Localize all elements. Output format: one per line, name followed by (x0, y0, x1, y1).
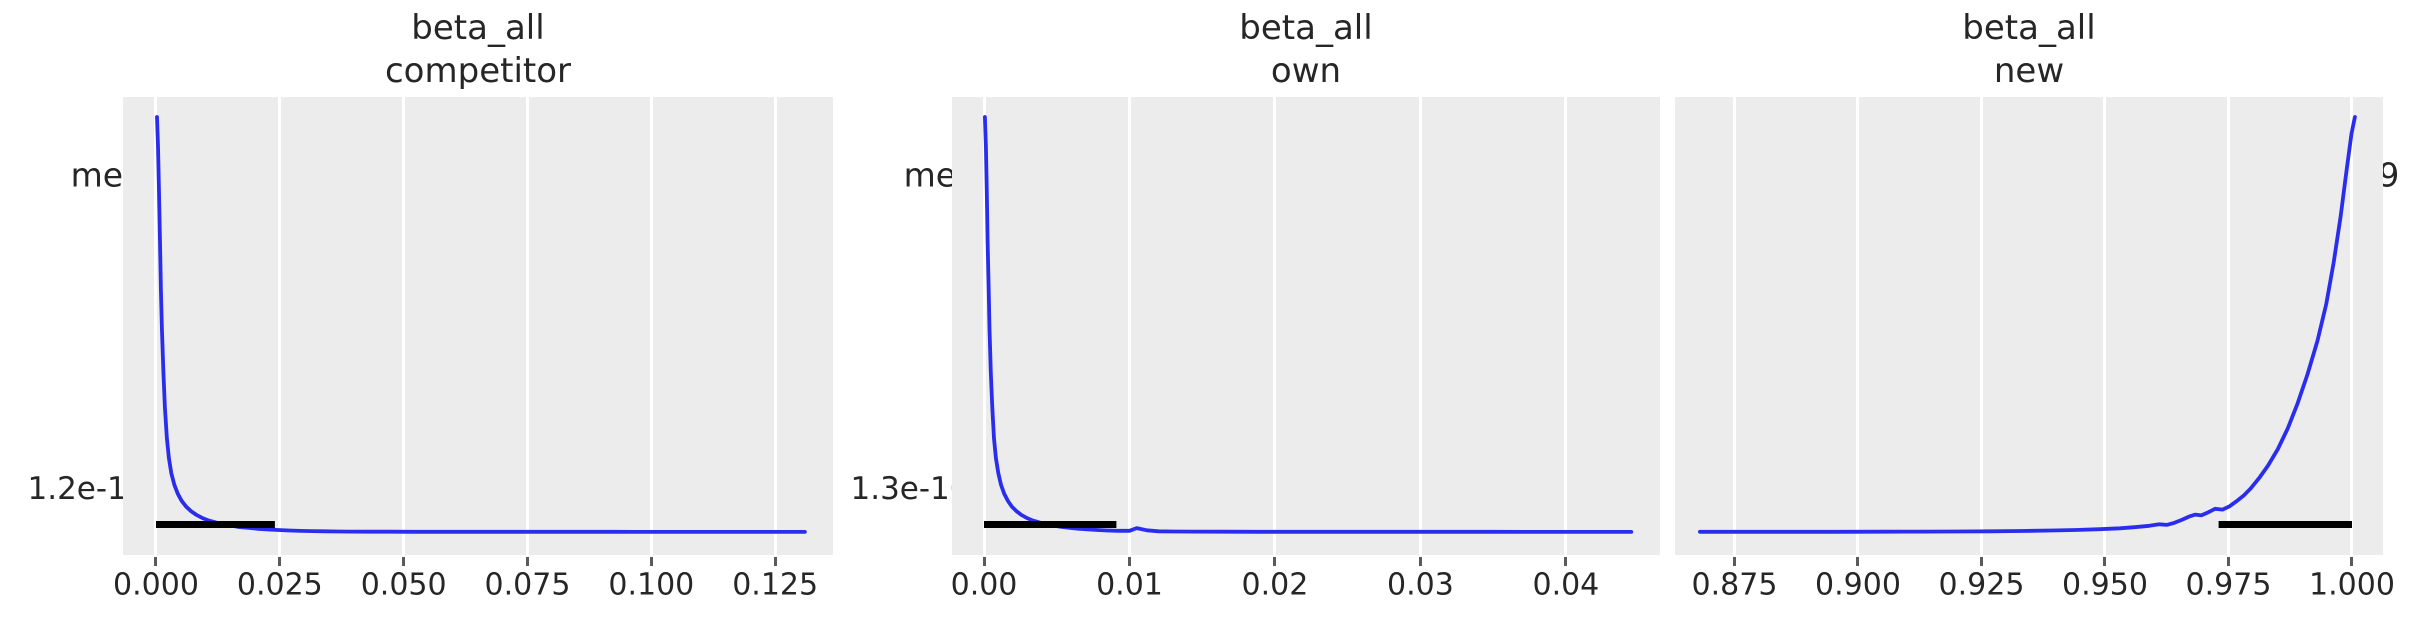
plot-area (952, 97, 1660, 555)
x-tick (154, 557, 158, 566)
x-tick-label: 0.025 (236, 567, 323, 603)
hdi-bar (984, 521, 1117, 528)
kde-svg (1698, 115, 2357, 534)
x-tick-label: 0.075 (484, 567, 571, 603)
x-tick-label: 1.000 (2309, 567, 2395, 603)
x-tick (402, 557, 406, 566)
gridline (982, 97, 986, 555)
gridline (1732, 97, 1736, 555)
x-tick-label: 0.950 (2062, 567, 2148, 603)
x-tick-label: 0.975 (2185, 567, 2272, 603)
gridline (1418, 97, 1422, 555)
x-tick (1418, 557, 1422, 566)
gridline (1127, 97, 1131, 555)
x-tick (649, 557, 653, 566)
x-tick-label: 0.050 (360, 567, 447, 603)
gridline (649, 97, 653, 555)
panel-title: beta_all own (1239, 7, 1372, 93)
x-tick (1273, 557, 1277, 566)
x-tick-label: 0.02 (1241, 567, 1309, 603)
x-tick-label: 0.03 (1387, 567, 1454, 603)
hdi-bar (156, 521, 275, 528)
x-tick-label: 0.000 (113, 567, 199, 603)
x-tick-label: 0.100 (608, 567, 695, 603)
hdi-bar (2218, 521, 2352, 528)
panel-title: beta_all competitor (385, 7, 571, 93)
panel-title-var: beta_all (1239, 8, 1373, 48)
gridline (1979, 97, 1983, 555)
x-tick (1127, 557, 1131, 566)
gridline (278, 97, 282, 555)
gridline (2103, 97, 2107, 555)
x-tick (1856, 557, 1860, 566)
x-tick (1979, 557, 1983, 566)
panel-title-var: beta_all (1962, 8, 2096, 48)
x-tick (1564, 557, 1568, 566)
x-tick-label: 0.01 (1096, 567, 1163, 603)
x-tick (278, 557, 282, 566)
x-tick-label: 0.04 (1532, 567, 1600, 603)
x-tick (525, 557, 529, 566)
x-tick (2226, 557, 2230, 566)
kde-curve (983, 115, 1634, 534)
panel-title-coord: competitor (384, 51, 572, 91)
x-tick (773, 557, 777, 566)
plot-area (1675, 97, 2383, 555)
x-tick (2103, 557, 2107, 566)
gridline (2350, 97, 2354, 555)
kde-svg (983, 115, 1634, 534)
panel-title-coord: new (1993, 51, 2065, 91)
x-tick-label: 0.925 (1938, 567, 2025, 603)
x-tick-label: 0.875 (1691, 567, 1778, 603)
x-tick-label: 0.00 (950, 567, 1018, 603)
kde-curve (155, 115, 807, 534)
x-tick-label: 0.125 (732, 567, 819, 603)
hdi-lower-value: 1.3e-10 (850, 471, 970, 507)
kde-svg (155, 115, 807, 534)
x-tick-label: 0.900 (1815, 567, 1901, 603)
gridline (402, 97, 406, 555)
gridline (154, 97, 158, 555)
gridline (525, 97, 529, 555)
gridline (773, 97, 777, 555)
gridline (2226, 97, 2230, 555)
gridline (1856, 97, 1860, 555)
x-tick (2350, 557, 2354, 566)
gridline (1564, 97, 1568, 555)
panel-title-coord: own (1270, 51, 1342, 91)
x-tick (982, 557, 986, 566)
plot-area (123, 97, 833, 555)
panel-title-var: beta_all (411, 8, 545, 48)
x-tick (1732, 557, 1736, 566)
gridline (1273, 97, 1277, 555)
panel-title: beta_all new (1962, 7, 2095, 93)
kde-curve (1698, 115, 2357, 534)
